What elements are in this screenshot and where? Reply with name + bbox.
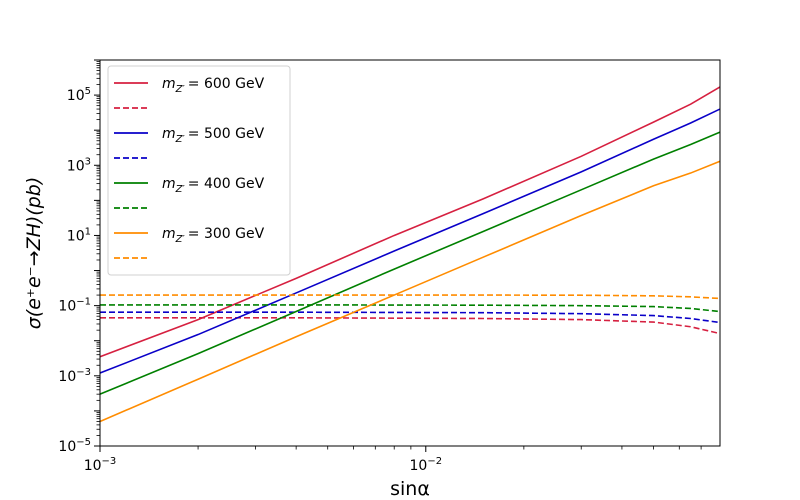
series-line-2-dashed [100, 317, 720, 335]
plot-area [100, 86, 720, 423]
y-axis-ticks: 10−5 10−3 10−1 101 103 105 [58, 59, 100, 455]
series-line-5-solid [100, 131, 720, 395]
axes [99, 59, 721, 447]
y-tick-label: 103 [67, 156, 91, 174]
y-tick-label: 101 [67, 226, 91, 244]
x-axis-ticks: 10−3 10−2 [84, 446, 702, 474]
legend-label-1: mZ′ = 600 GeV [162, 76, 265, 95]
axes-frame [99, 59, 721, 447]
y-tick-label: 10−5 [58, 437, 91, 455]
series-line-6-dashed [100, 304, 720, 313]
legend-frame [107, 65, 291, 276]
series-line-1-solid [100, 86, 720, 358]
x-tick-label: 10−3 [84, 456, 117, 474]
y-axis-label: σ(e⁺e⁻→ZH)(pb) [23, 177, 45, 329]
y-tick-label: 10−3 [58, 367, 91, 385]
series-line-7-solid [100, 160, 720, 423]
series-line-3-solid [100, 108, 720, 374]
legend-label-5: mZ′ = 400 GeV [162, 176, 265, 195]
y-tick-label: 10−1 [58, 297, 91, 315]
series-line-8-dashed [100, 294, 720, 300]
legend-label-7: mZ′ = 300 GeV [162, 226, 265, 245]
legend: mZ′ = 600 GeV mZ′ = 500 GeV mZ′ = 400 GeV mZ′ =… [107, 65, 291, 276]
legend-label-3: mZ′ = 500 GeV [162, 126, 265, 145]
x-axis-label: sinα [390, 478, 430, 500]
x-tick-label: 10−2 [409, 456, 442, 474]
y-tick-label: 105 [67, 86, 91, 104]
series-line-4-dashed [100, 311, 720, 324]
